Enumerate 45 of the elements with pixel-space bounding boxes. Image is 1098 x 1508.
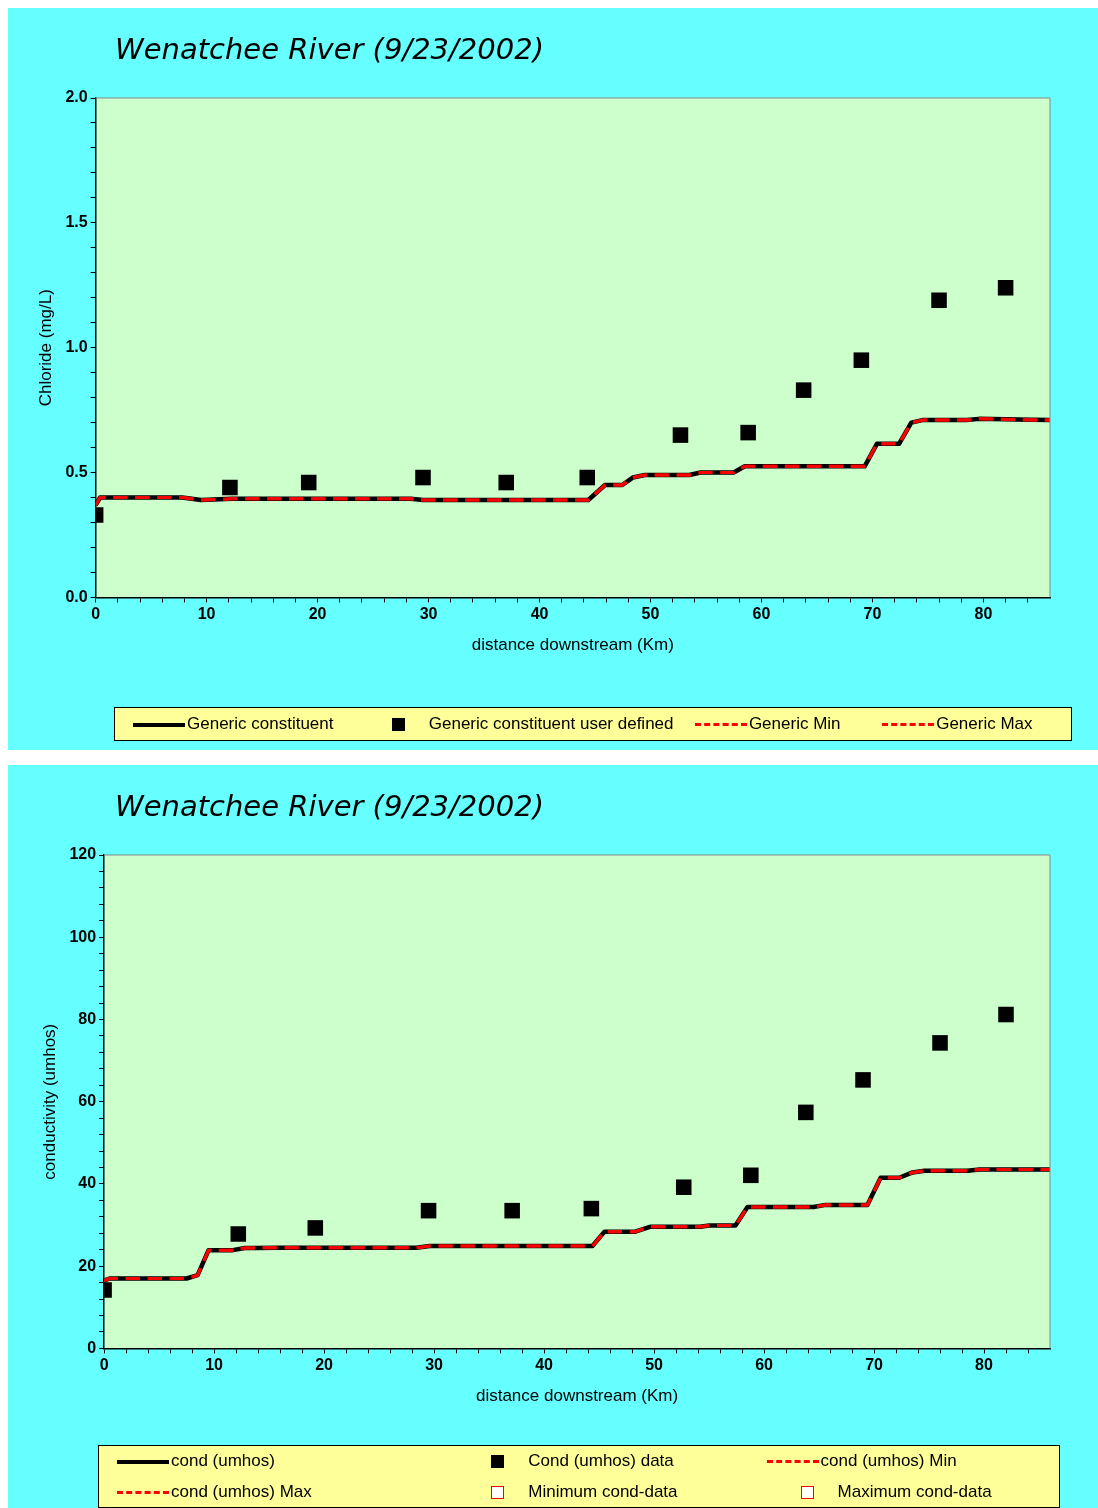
x-tick-label: 10 bbox=[197, 605, 216, 623]
y-tick-label: 80 bbox=[78, 1009, 97, 1027]
x-tick-label: 30 bbox=[419, 605, 438, 623]
chart-title: Wenatchee River (9/23/2002) bbox=[115, 32, 544, 66]
x-tick-label: 60 bbox=[752, 605, 771, 623]
legend-label: Generic Min bbox=[748, 714, 841, 733]
x-tick-label: 50 bbox=[645, 1356, 664, 1374]
y-tick-label: 0 bbox=[87, 1338, 97, 1356]
legend-label: Maximum cond-data bbox=[837, 1481, 992, 1501]
x-tick-label: 70 bbox=[865, 1356, 884, 1374]
y-tick-label: 0.0 bbox=[65, 587, 88, 605]
x-tick-label: 20 bbox=[308, 605, 327, 623]
y-tick-label: 1.0 bbox=[65, 338, 88, 356]
y-tick-label: 0.5 bbox=[65, 462, 88, 480]
x-tick-label: 70 bbox=[863, 605, 882, 623]
legend-label: Cond (umhos) data bbox=[528, 1451, 674, 1471]
y-axis-title: conductivity (umhos) bbox=[39, 1023, 59, 1180]
legend-label: Generic Max bbox=[936, 714, 1033, 733]
chart-title: Wenatchee River (9/23/2002) bbox=[115, 789, 544, 823]
x-axis-title: distance downstream (Km) bbox=[471, 635, 674, 655]
y-tick-label: 40 bbox=[78, 1174, 97, 1192]
x-tick-label: 30 bbox=[425, 1356, 444, 1374]
x-tick-label: 40 bbox=[535, 1356, 554, 1374]
legend-label: Generic constituent user defined bbox=[428, 714, 674, 733]
legend-label: Generic constituent bbox=[187, 714, 334, 733]
y-tick-label: 1.5 bbox=[65, 213, 88, 231]
x-tick-label: 10 bbox=[205, 1356, 224, 1374]
legend-label: cond (umhos) bbox=[171, 1451, 275, 1471]
y-tick-label: 20 bbox=[78, 1256, 97, 1274]
y-axis-title: Chloride (mg/L) bbox=[35, 289, 55, 407]
y-tick-label: 120 bbox=[69, 845, 97, 863]
x-tick-label: 80 bbox=[974, 605, 993, 623]
y-tick-label: 100 bbox=[69, 927, 97, 945]
legend-label: Minimum cond-data bbox=[528, 1481, 678, 1501]
x-tick-label: 20 bbox=[315, 1356, 334, 1374]
x-tick-label: 50 bbox=[641, 605, 660, 623]
x-tick-label: 0 bbox=[99, 1356, 109, 1374]
x-tick-label: 60 bbox=[755, 1356, 774, 1374]
x-axis-title: distance downstream (Km) bbox=[475, 1386, 679, 1406]
y-tick-label: 2.0 bbox=[65, 88, 88, 106]
y-tick-label: 60 bbox=[78, 1092, 97, 1110]
legend-label: cond (umhos) Min bbox=[820, 1451, 957, 1471]
legend-label: cond (umhos) Max bbox=[171, 1481, 312, 1501]
x-tick-label: 40 bbox=[530, 605, 549, 623]
x-tick-label: 80 bbox=[975, 1356, 994, 1374]
